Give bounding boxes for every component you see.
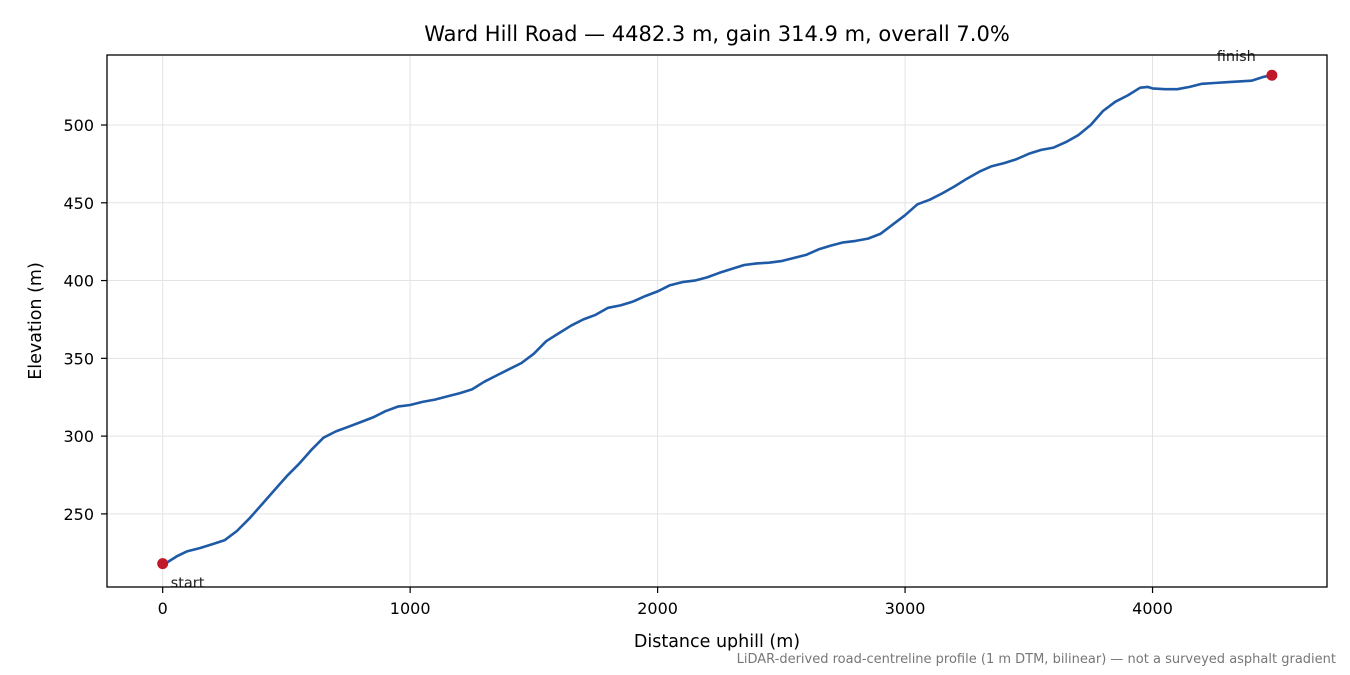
x-tick-label: 0 [158,599,168,618]
x-tick-label: 3000 [885,599,926,618]
y-tick-label: 300 [63,427,94,446]
plot-area-frame [106,54,1328,588]
y-axis-label: Elevation (m) [26,262,46,380]
elevation-profile-line [162,73,1273,565]
finish-label: finish [1217,49,1256,65]
y-tick-label: 400 [63,272,94,291]
y-axis-ticks: 250 300 350 400 450 500 [63,116,107,524]
chart-footnote: LiDAR-derived road-centreline profile (1… [736,652,1336,667]
y-tick-label: 450 [63,194,94,213]
finish-marker [1266,69,1278,81]
start-marker [157,558,169,570]
x-tick-label: 1000 [390,599,431,618]
gridlines [107,55,1327,587]
y-tick-label: 250 [63,505,94,524]
y-tick-label: 500 [63,116,94,135]
x-axis-label: Distance uphill (m) [634,632,800,652]
x-tick-label: 4000 [1132,599,1173,618]
x-axis-ticks: 0 1000 2000 3000 4000 [158,587,1173,618]
start-label: start [171,576,205,592]
start-finish-markers: start finish [157,49,1278,592]
y-tick-label: 350 [63,349,94,368]
chart-title: Ward Hill Road — 4482.3 m, gain 314.9 m,… [424,22,1010,46]
x-tick-label: 2000 [637,599,678,618]
